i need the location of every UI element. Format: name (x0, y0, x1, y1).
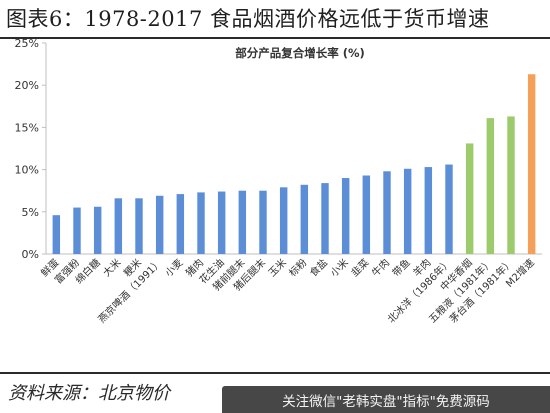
bar-chart: 部分产品复合增长率 (%) 0% 5% 10% 15% 20% 25% 鲜蛋富强粉绵白糖大… (15, 39, 542, 326)
axes: 0% 5% 10% 15% 20% 25% (15, 39, 542, 261)
bar (424, 167, 433, 254)
bar (321, 183, 329, 254)
bar (507, 116, 515, 255)
bar (383, 171, 391, 254)
x-tick-label: 玉米 (265, 256, 288, 279)
bars (52, 74, 536, 255)
x-tick-label: 大米 (100, 256, 123, 279)
chart-title: 部分产品复合增长率 (%) (235, 46, 365, 60)
source-note: 资料来源：北京物价 (8, 383, 170, 404)
bar (341, 178, 350, 254)
bar (135, 198, 143, 254)
y-tick-label: 0% (22, 248, 39, 261)
bar (527, 74, 536, 254)
bar (259, 190, 267, 254)
source-rule (0, 372, 550, 374)
bar (176, 194, 185, 254)
y-tick-label: 5% (22, 206, 39, 219)
x-axis-labels: 鲜蛋富强粉绵白糖大米粳米燕京啤酒（1991）小麦猪肉花生油猪前腿末猪后腿末玉米标… (38, 256, 537, 326)
x-tick-label: 带鱼 (389, 256, 412, 279)
bar (486, 118, 495, 255)
bar (52, 215, 61, 254)
watermark-text: 关注微信"老韩实盘"指标"免费源码 (282, 393, 490, 410)
title-rule (0, 37, 550, 39)
y-tick-label: 20% (15, 79, 39, 92)
bar (197, 192, 205, 254)
bar (465, 143, 474, 254)
bar (217, 191, 226, 254)
figure-title: 图表6：1978-2017 食品烟酒价格远低于货币增速 (6, 7, 490, 31)
bar (73, 207, 81, 254)
bar (93, 206, 102, 254)
bar (114, 198, 123, 254)
bar (238, 190, 247, 254)
x-tick-label: 牛肉 (369, 256, 392, 279)
y-tick-label: 15% (15, 121, 39, 134)
x-tick-label: 小麦 (163, 257, 186, 280)
x-tick-label: 小米 (327, 256, 350, 279)
bar (279, 187, 288, 254)
x-tick-label: 食盐 (307, 256, 330, 279)
x-tick-label: 标粉 (286, 256, 309, 279)
y-tick-label: 10% (15, 164, 39, 177)
bar (362, 175, 371, 254)
bar (403, 168, 412, 254)
watermark-banner: 关注微信"老韩实盘"指标"免费源码 (222, 386, 550, 413)
x-tick-label: 韭菜 (349, 257, 372, 280)
bar (300, 184, 309, 254)
bar (155, 195, 164, 254)
bar (445, 164, 453, 254)
y-tick-label: 25% (15, 39, 39, 50)
